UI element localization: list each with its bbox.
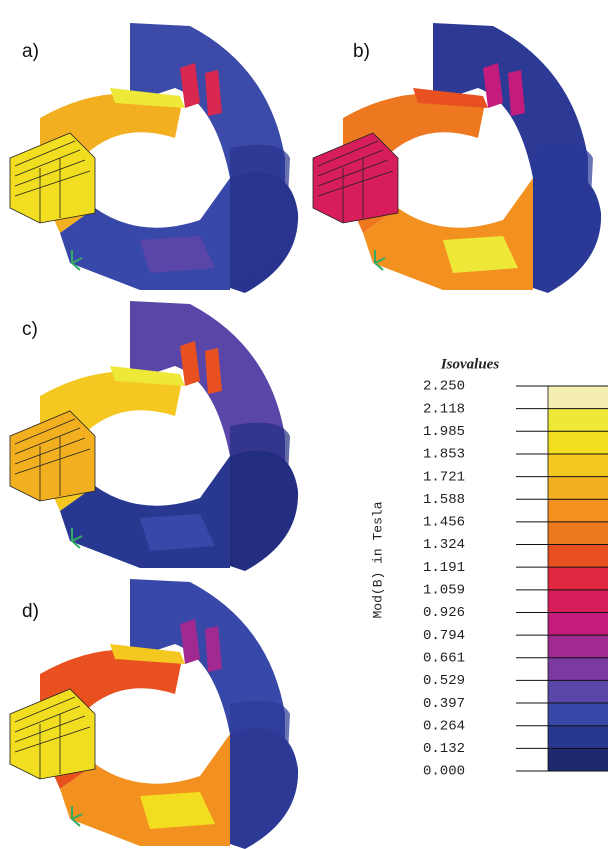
figure-svg: a) b) c) d) Isovalues Mod(B) in Tesla 2.… [0,0,611,849]
legend-value: 1.059 [423,583,465,599]
legend-color-band [548,567,608,590]
legend-value: 2.118 [423,401,465,417]
legend-color-band [548,635,608,658]
legend-value: 0.529 [423,673,465,689]
panel-label: b) [353,41,370,62]
legend-color-band [548,431,608,454]
legend-value: 1.588 [423,492,465,508]
legend-color-band [548,499,608,522]
legend: 2.250 2.118 1.985 1.853 1.721 1.588 1.456 1.324… [423,379,608,780]
legend-value: 1.324 [423,537,465,553]
legend-color-band [548,477,608,500]
legend-color-band [548,612,608,635]
legend-color-band [548,386,608,409]
legend-color-band [548,680,608,703]
legend-value: 0.264 [423,718,465,734]
panel-label: d) [22,601,39,622]
legend-color-band [548,545,608,568]
legend-title: Isovalues [440,356,500,372]
legend-value: 1.853 [423,447,465,463]
panel-label: a) [22,41,39,62]
panel-label: c) [22,319,38,340]
legend-value: 0.132 [423,741,465,757]
legend-value: 0.000 [423,764,465,780]
legend-color-band [548,748,608,771]
legend-color-band [548,409,608,432]
legend-value: 0.926 [423,605,465,621]
legend-color-band [548,590,608,613]
legend-value: 1.456 [423,515,465,531]
legend-color-band [548,703,608,726]
legend-axis-label: Mod(B) in Tesla [370,501,385,618]
legend-value: 1.721 [423,469,465,485]
figure: a) b) c) d) Isovalues Mod(B) in Tesla 2.… [0,0,611,849]
legend-value: 0.794 [423,628,465,644]
legend-value: 1.191 [423,560,465,576]
legend-value: 0.397 [423,696,465,712]
legend-value: 0.661 [423,650,465,666]
legend-color-band [548,658,608,681]
legend-value: 1.985 [423,424,465,440]
legend-color-band [548,522,608,545]
legend-color-band [548,726,608,749]
legend-color-band [548,454,608,477]
legend-value: 2.250 [423,379,465,395]
